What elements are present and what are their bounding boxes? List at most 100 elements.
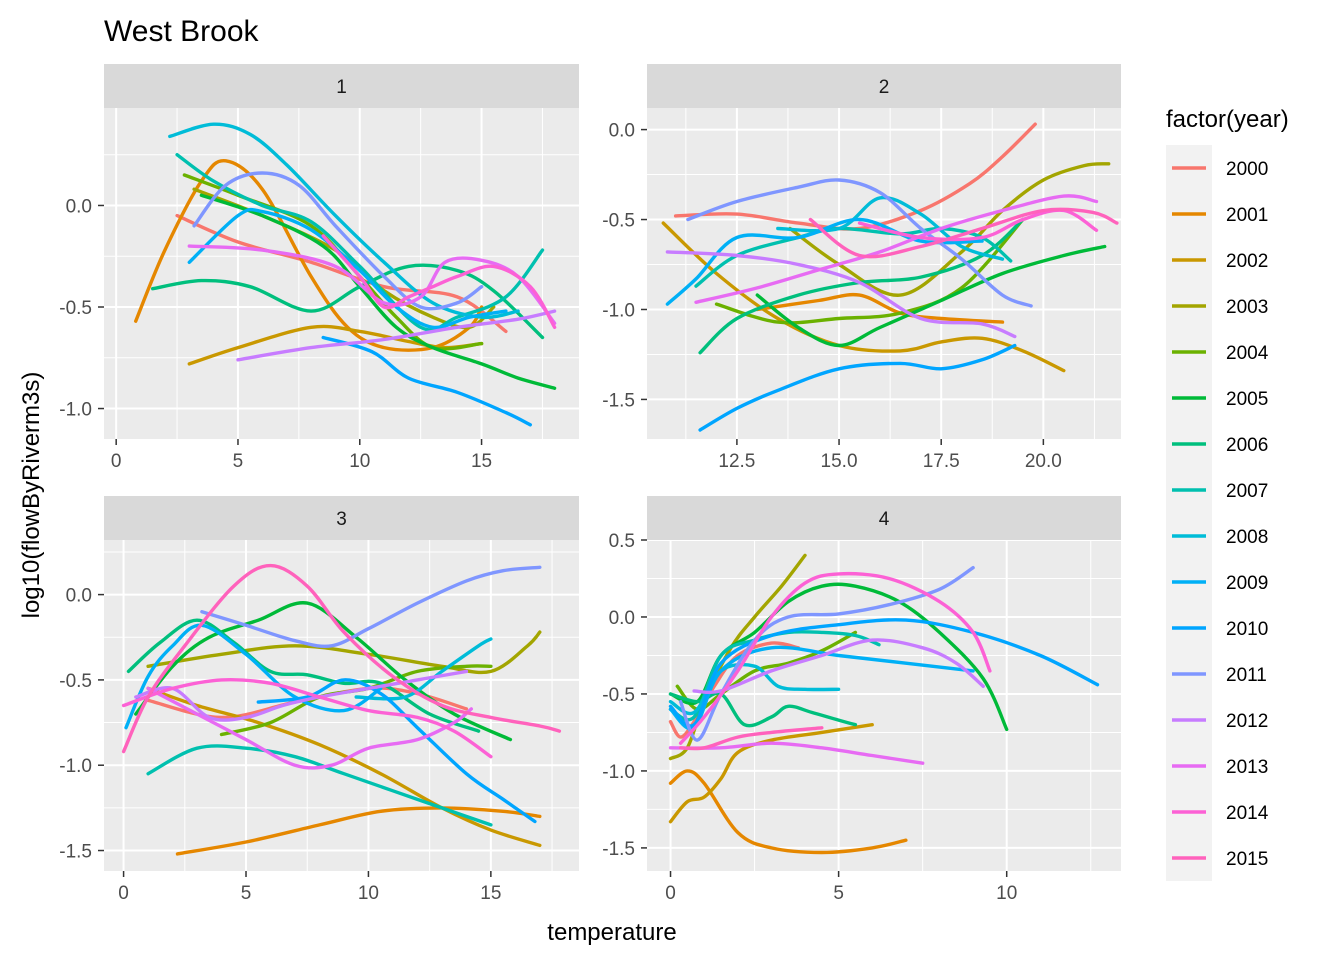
y-tick-label: -0.5 — [59, 298, 92, 319]
legend-label-2006: 2006 — [1226, 435, 1268, 456]
x-tick-label: 0 — [118, 883, 129, 904]
grid-lines — [647, 540, 1121, 871]
legend-label-2012: 2012 — [1226, 711, 1268, 732]
legend-key-background — [1166, 145, 1212, 881]
x-tick-label: 12.5 — [718, 451, 755, 472]
y-tick-label: -1.5 — [602, 839, 635, 860]
facet-strip-label: 2 — [879, 77, 890, 98]
series-line-2001 — [134, 158, 484, 352]
series-line-2014 — [121, 678, 493, 759]
series-line-2008 — [668, 662, 841, 716]
y-tick-label: -0.5 — [602, 211, 635, 232]
series-lines — [668, 553, 1100, 855]
series-line-2008 — [776, 195, 1005, 261]
y-tick-label: 0.0 — [609, 121, 635, 142]
facet-strip — [104, 64, 579, 108]
series-line-2007 — [694, 226, 1013, 288]
series-line-2014 — [321, 234, 557, 329]
y-tick-label: 0.0 — [609, 608, 635, 629]
series-line-2010 — [668, 618, 1100, 728]
facet-strip — [104, 496, 579, 540]
series-line-2012 — [236, 309, 557, 362]
series-line-2000 — [668, 641, 800, 739]
series-line-2009 — [124, 623, 383, 730]
series-line-2008 — [354, 637, 493, 701]
y-axis-title: log10(flowByRiverm3s) — [18, 372, 45, 619]
series-line-2007 — [175, 153, 545, 332]
series-line-2001 — [755, 292, 1005, 324]
series-line-2002 — [661, 221, 1066, 373]
series-line-2009 — [187, 207, 508, 330]
y-tick-label: 0.0 — [66, 196, 92, 217]
legend-label-2001: 2001 — [1226, 205, 1268, 226]
x-tick-label: 5 — [241, 883, 252, 904]
grid-lines — [104, 108, 579, 439]
series-lines — [121, 563, 562, 856]
facet-panel-2: 2 12.5 15.0 17.5 20.0 0.0 -0.5 -1.0 -1.5 — [602, 64, 1121, 472]
series-line-2013 — [694, 194, 1099, 304]
legend-label-2008: 2008 — [1226, 527, 1268, 548]
series-line-2015 — [678, 726, 824, 751]
series-line-2015 — [121, 563, 562, 754]
panel-background — [104, 540, 579, 871]
legend-label-2009: 2009 — [1226, 573, 1268, 594]
legend-label-2002: 2002 — [1226, 251, 1268, 272]
facet-strip-label: 4 — [879, 509, 890, 530]
series-line-2004 — [714, 217, 1025, 325]
legend: factor(year) 2000 2001 2002 2003 2004 2005 200… — [1166, 106, 1289, 881]
legend-label-2011: 2011 — [1226, 665, 1267, 686]
y-tick-label: -1.0 — [602, 300, 635, 321]
y-tick-label: -1.5 — [59, 842, 92, 863]
x-tick-label: 10 — [358, 883, 379, 904]
series-line-2001 — [175, 806, 542, 856]
series-line-2014 — [857, 208, 1099, 242]
x-tick-label: 20.0 — [1025, 451, 1062, 472]
series-line-2011 — [192, 171, 484, 311]
series-line-2009 — [665, 217, 984, 306]
legend-label-2004: 2004 — [1226, 343, 1269, 364]
legend-label-2007: 2007 — [1226, 481, 1268, 502]
series-line-2003 — [146, 630, 542, 675]
legend-label-2005: 2005 — [1226, 389, 1268, 410]
y-tick-label: -0.5 — [59, 671, 92, 692]
series-line-2013 — [668, 741, 925, 765]
series-line-2000 — [175, 213, 508, 334]
panel-background — [647, 540, 1121, 871]
series-line-2002 — [668, 723, 874, 824]
y-tick-label: -1.0 — [59, 756, 92, 777]
y-tick-label: -1.0 — [602, 762, 635, 783]
series-line-2007 — [146, 744, 493, 827]
legend-label-2003: 2003 — [1226, 297, 1268, 318]
panel-background — [647, 108, 1121, 439]
legend-label-2010: 2010 — [1226, 619, 1268, 640]
y-tick-label: -1.5 — [602, 390, 635, 411]
x-tick-label: 0 — [665, 883, 676, 904]
series-line-2000 — [673, 122, 1037, 231]
x-tick-label: 15 — [471, 451, 492, 472]
series-line-2010 — [698, 343, 1017, 432]
x-tick-label: 10 — [349, 451, 370, 472]
series-line-2005 — [755, 244, 1107, 348]
legend-label-2015: 2015 — [1226, 849, 1268, 870]
series-lines — [134, 122, 557, 427]
series-line-2010 — [321, 335, 532, 427]
y-tick-label: -1.0 — [59, 400, 92, 421]
y-tick-label: 0.0 — [66, 586, 92, 607]
series-line-2001 — [668, 769, 908, 855]
x-tick-label: 0 — [111, 451, 122, 472]
series-line-2005 — [199, 193, 557, 390]
series-line-2014 — [678, 571, 992, 745]
facet-panel-4: 4 0 5 10 0.5 0.0 -0.5 -1.0 -1.5 — [602, 496, 1121, 904]
y-tick-label: 0.5 — [609, 531, 635, 552]
facet-strip-label: 1 — [336, 77, 347, 98]
legend-title: factor(year) — [1166, 106, 1289, 133]
x-tick-label: 5 — [233, 451, 244, 472]
legend-label-2000: 2000 — [1226, 159, 1268, 180]
facet-strip — [647, 496, 1121, 540]
series-line-2011 — [686, 178, 1033, 308]
facet-panel-1: 10 5 10 150.0-0.5-1.0 — [59, 64, 579, 472]
series-line-2006 — [151, 263, 545, 340]
x-tick-label: 15 — [480, 883, 501, 904]
